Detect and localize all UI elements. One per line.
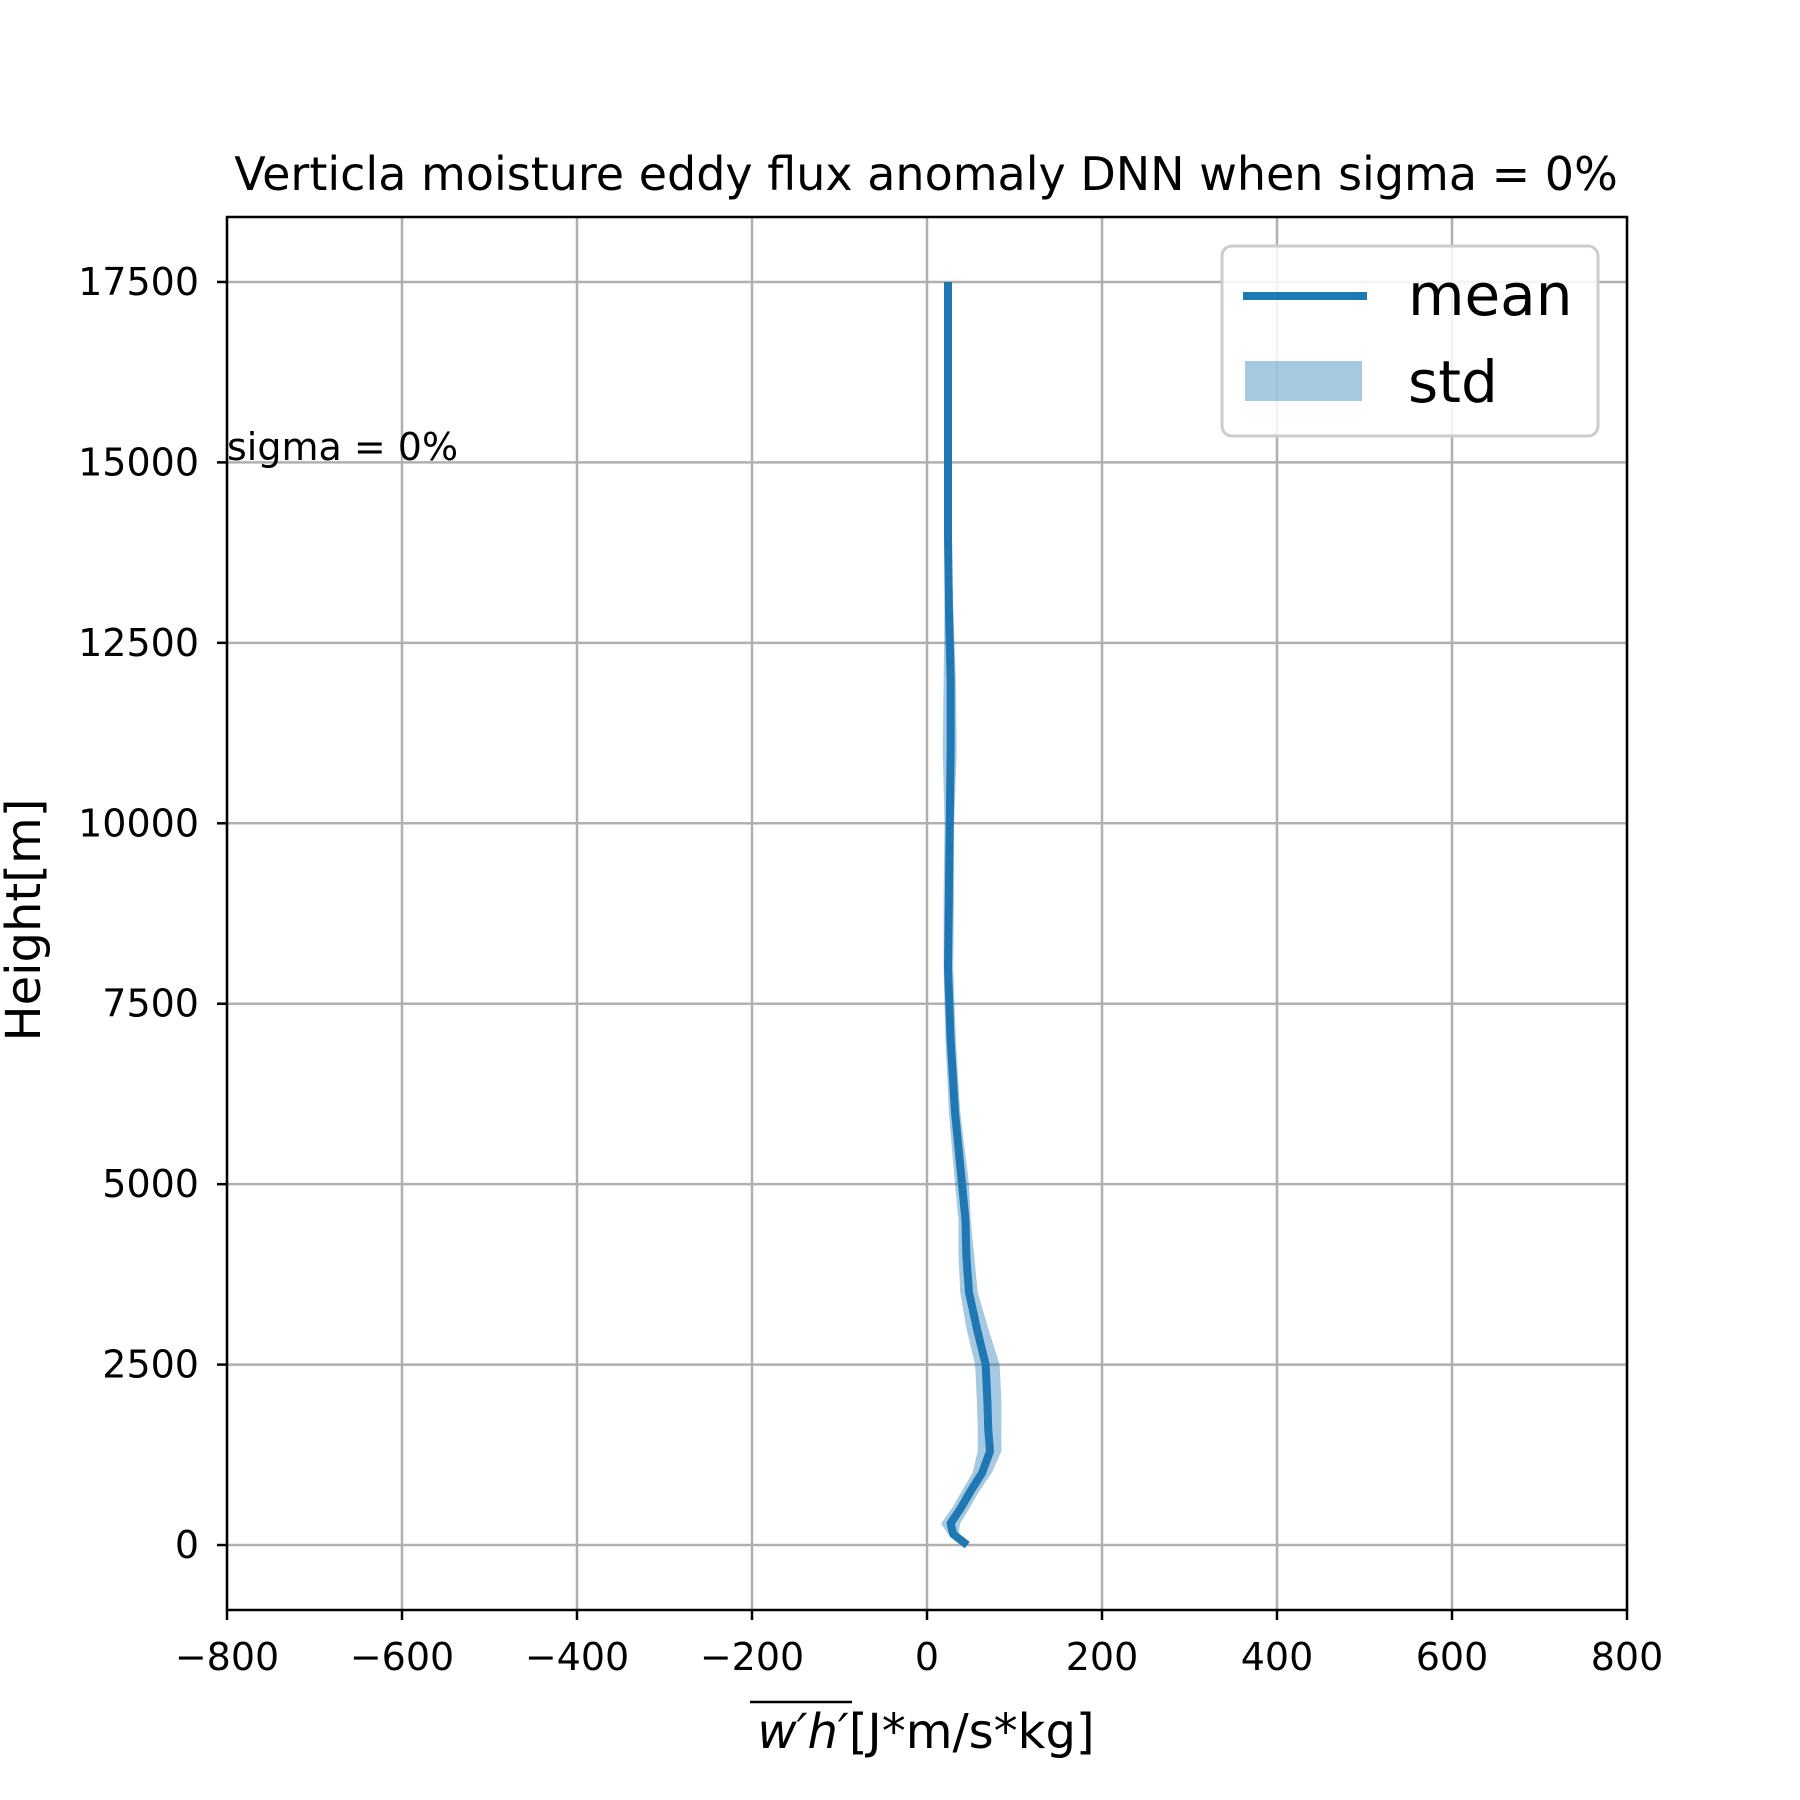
x-tick-label: 400 [1241,1635,1314,1679]
y-tick-label: 12500 [78,621,199,665]
x-tick-label: 200 [1066,1635,1139,1679]
x-tick-label: −200 [700,1635,804,1679]
mean-line-layer [944,281,994,1549]
x-tick-label: −600 [350,1635,454,1679]
x-axis-label: w′h′[J*m/s*kg] [750,1700,1095,1760]
legend-std-label: std [1408,348,1498,416]
legend: mean std [1220,244,1600,438]
y-tick-label: 2500 [102,1343,199,1387]
x-tick-label: 600 [1416,1635,1489,1679]
svg-text:w′h′[J*m/s*kg]: w′h′[J*m/s*kg] [757,1704,1094,1760]
sigma-annotation: sigma = 0% [227,425,458,469]
y-axis-label: Height[m] [0,799,52,1042]
x-tick-label: −400 [525,1635,629,1679]
x-tick-label: −800 [175,1635,279,1679]
mean-line [944,281,994,1549]
ticks: −800 −600 −400 −200 0 200 400 600 800 0 2500 5000 75… [78,260,1663,1679]
x-axis-label-math: w′h′ [757,1704,849,1760]
y-tick-label: 10000 [78,801,199,845]
legend-mean-label: mean [1408,261,1572,329]
y-tick-label: 5000 [102,1162,199,1206]
y-tick-label: 15000 [78,440,199,484]
y-tick-label: 7500 [102,982,199,1026]
y-tick-label: 17500 [78,260,199,304]
chart-title: Verticla moisture eddy flux anomaly DNN … [234,147,1618,201]
x-tick-label: 0 [915,1635,939,1679]
x-axis-label-unit: [J*m/s*kg] [849,1704,1095,1760]
y-tick-label: 0 [175,1523,199,1567]
x-tick-label: 800 [1591,1635,1664,1679]
legend-std-swatch [1245,361,1362,401]
